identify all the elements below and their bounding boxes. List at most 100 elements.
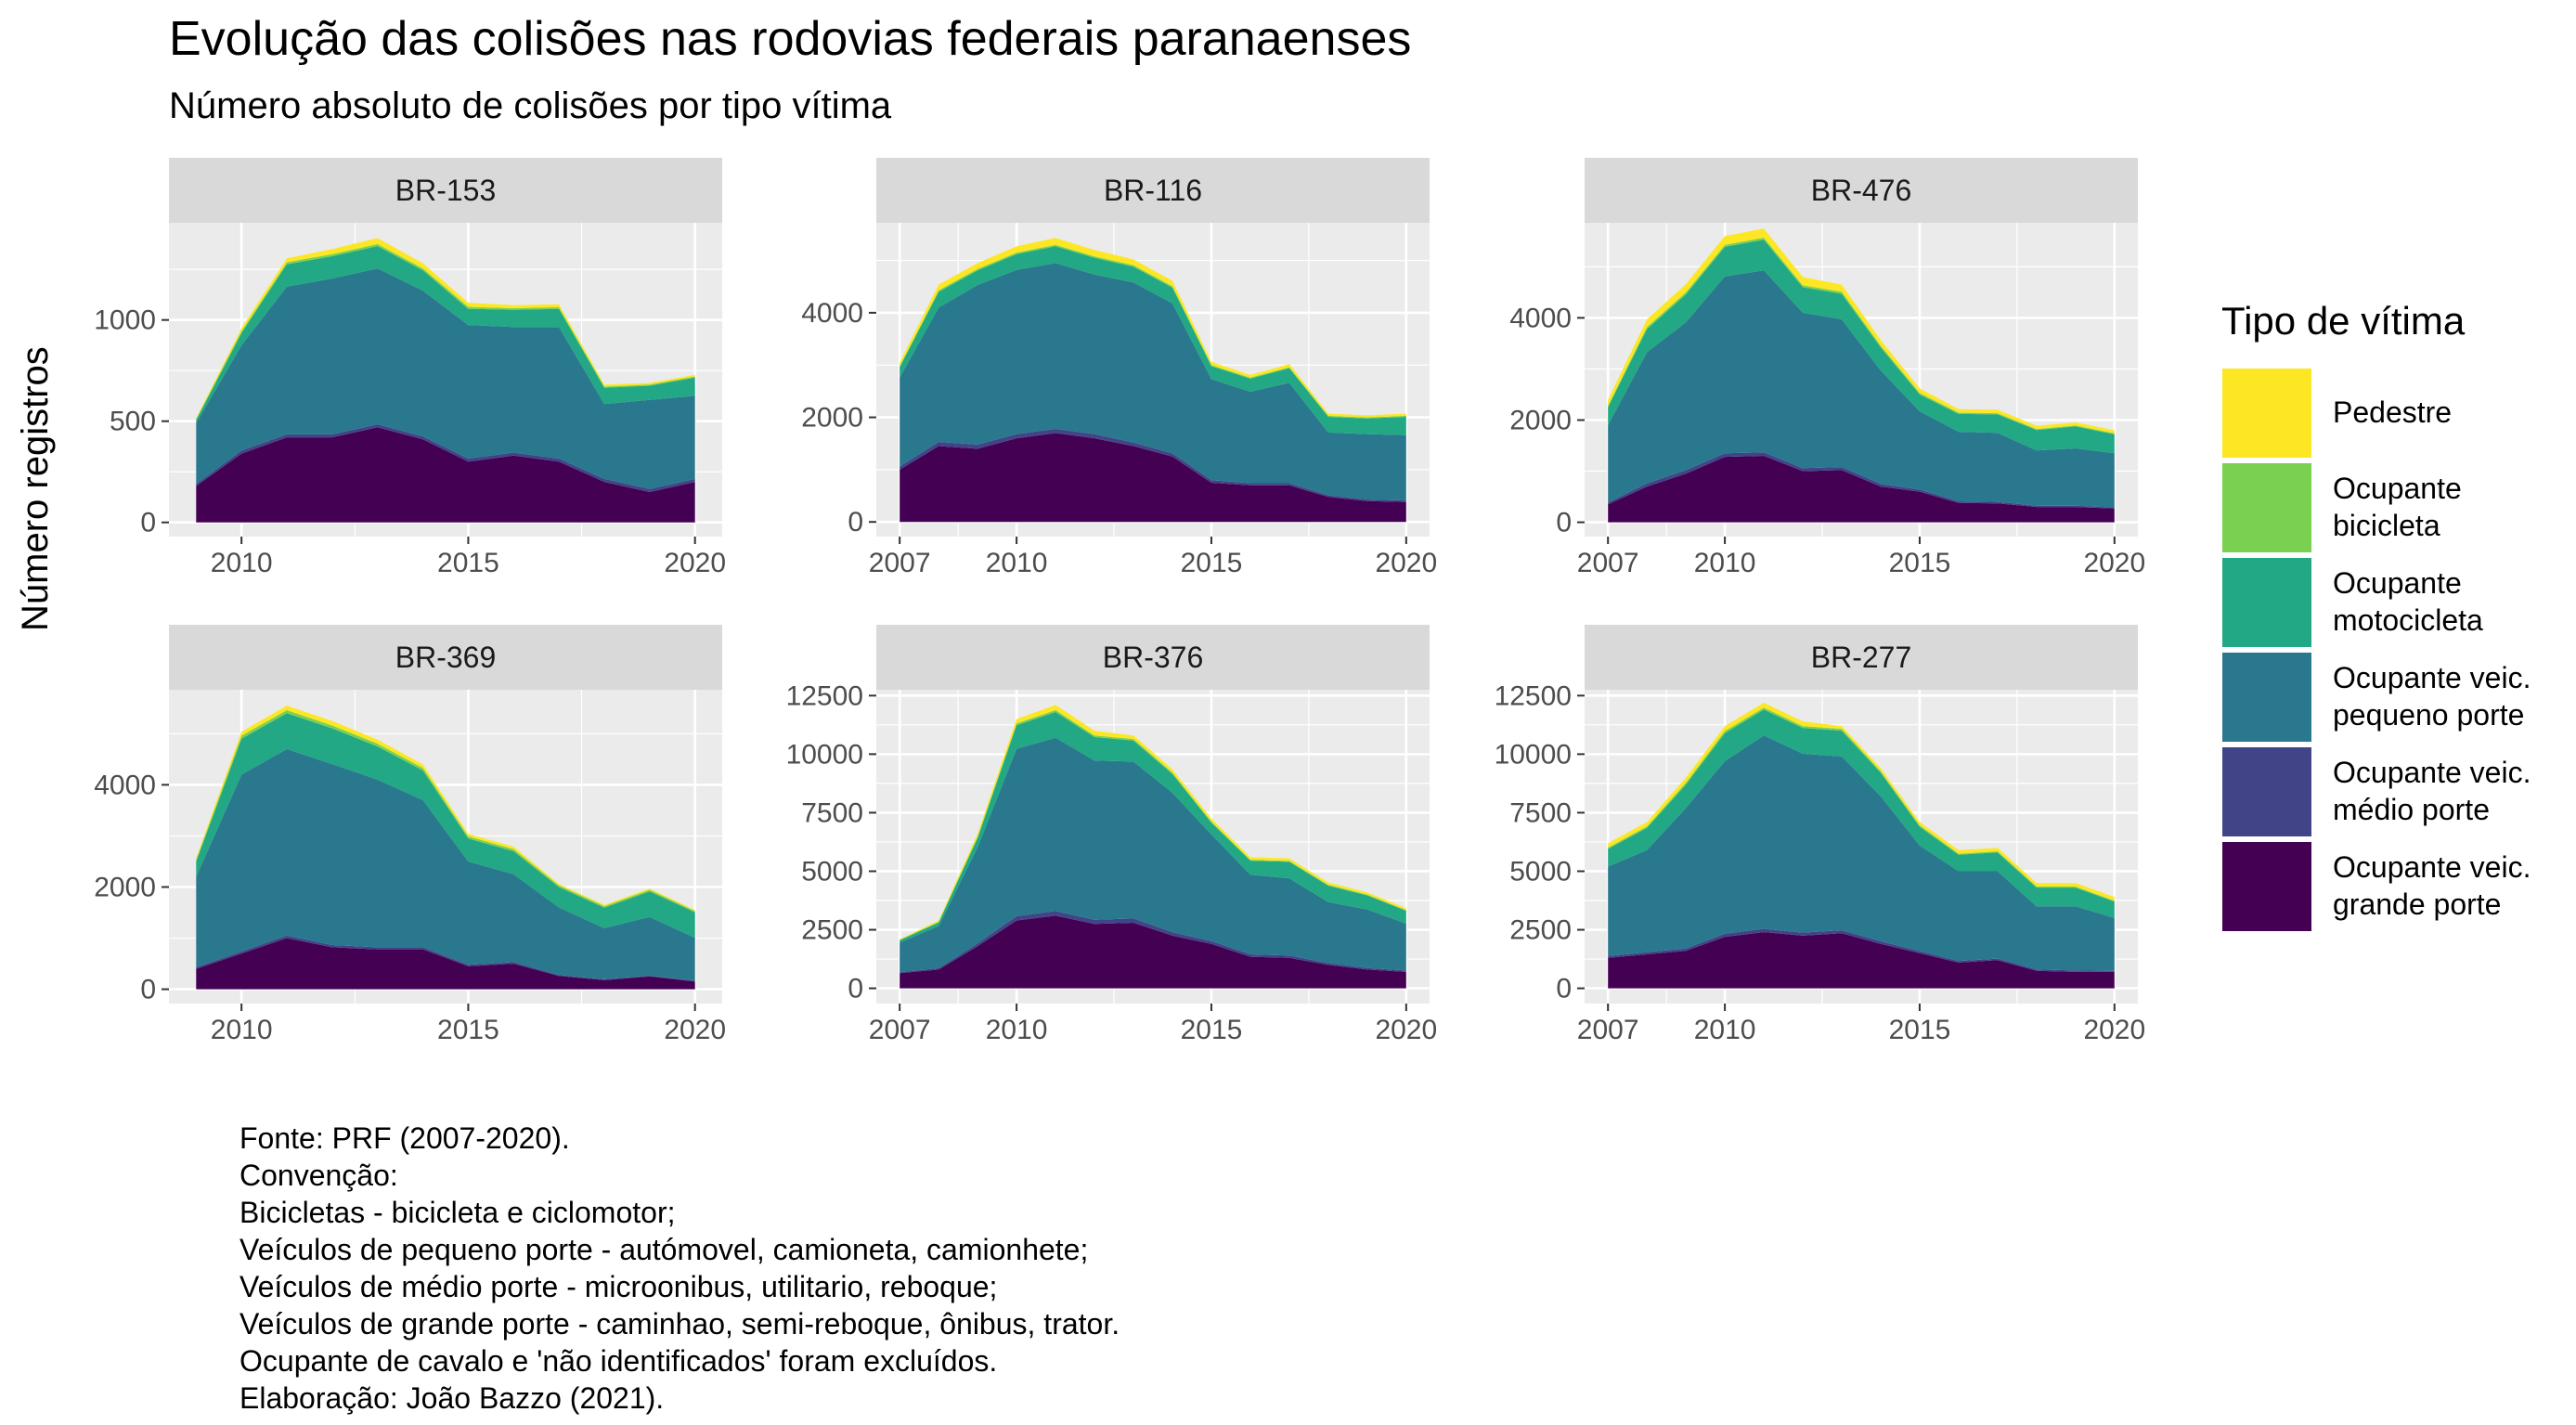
legend-label: Ocupante veic. grande porte — [2333, 850, 2531, 921]
y-tick-label: 5000 — [1509, 856, 1572, 887]
area-series — [1608, 932, 2115, 989]
y-tick-label: 10000 — [1495, 739, 1572, 770]
x-tick-label: 2015 — [1181, 548, 1243, 578]
x-tick-label: 2007 — [869, 1015, 931, 1045]
x-tick-label: 2010 — [211, 1015, 273, 1045]
area-series — [900, 246, 1406, 435]
x-tick-label: 2020 — [2083, 1015, 2145, 1045]
area-series — [1608, 928, 2115, 972]
area-series — [900, 429, 1406, 502]
area-series — [196, 938, 695, 990]
legend-key — [2221, 368, 2312, 459]
area-series — [196, 713, 695, 939]
area-series — [900, 238, 1406, 418]
legend-key — [2221, 746, 2312, 837]
caption-line: Veículos de médio porte - microonibus, u… — [239, 1270, 998, 1303]
facet-strip — [876, 625, 1430, 690]
facet-strip-label: BR-376 — [1103, 641, 1204, 674]
legend-label: Ocupante veic. pequeno porte — [2333, 661, 2531, 732]
area-series — [1608, 702, 2115, 901]
legend-item-pedestre: Pedestre — [2221, 368, 2576, 459]
legend-label: Ocupante bicicleta — [2333, 472, 2462, 542]
x-tick-label: 2007 — [1577, 1015, 1639, 1045]
x-tick-label: 2015 — [437, 548, 499, 578]
legend-title: Tipo de vítima — [2221, 299, 2466, 343]
facet-strip — [1585, 158, 2138, 223]
area-series — [1608, 709, 2115, 918]
legend-key — [2221, 462, 2312, 553]
x-tick-label: 2007 — [1577, 548, 1639, 578]
legend-item-pequeno-porte: Ocupante veic. pequeno porte — [2221, 652, 2576, 743]
area-series — [900, 433, 1406, 523]
legend-item-ocupante-motocicleta: Ocupante motocicleta — [2221, 557, 2576, 648]
area-series — [196, 427, 695, 523]
y-tick-label: 2000 — [1509, 405, 1572, 435]
area-series — [196, 268, 695, 489]
x-tick-label: 2020 — [1375, 1015, 1437, 1045]
area-series — [196, 706, 695, 912]
facet-strip — [876, 158, 1430, 223]
y-tick-label: 500 — [110, 407, 156, 437]
area-series — [196, 748, 695, 981]
x-tick-label: 2020 — [2083, 548, 2145, 578]
y-tick-label: 0 — [848, 974, 863, 1004]
facet-strip — [169, 625, 722, 690]
chart-subtitle: Número absoluto de colisões por tipo vít… — [169, 85, 892, 126]
area-series — [900, 911, 1406, 974]
x-tick-label: 2020 — [1375, 548, 1437, 578]
y-tick-label: 2500 — [1509, 915, 1572, 946]
x-tick-label: 2007 — [869, 548, 931, 578]
legend-key — [2221, 557, 2312, 648]
area-series — [900, 712, 1406, 943]
legend-item-grande-porte: Ocupante veic. grande porte — [2221, 841, 2576, 932]
y-tick-label: 10000 — [786, 739, 863, 770]
y-tick-label: 0 — [848, 507, 863, 538]
legend-item-medio-porte: Ocupante veic. médio porte — [2221, 746, 2576, 837]
x-tick-label: 2010 — [986, 1015, 1048, 1045]
facet-strip — [169, 158, 722, 223]
area-series — [900, 709, 1406, 940]
x-tick-label: 2015 — [1889, 548, 1951, 578]
caption-line: Elaboração: João Bazzo (2021). — [239, 1381, 665, 1415]
y-tick-label: 2000 — [801, 403, 863, 434]
x-tick-label: 2010 — [1694, 1015, 1756, 1045]
y-tick-label: 4000 — [801, 298, 863, 329]
y-tick-label: 0 — [1556, 508, 1572, 538]
caption-line: Veículos de grande porte - caminhao, sem… — [239, 1307, 1120, 1341]
caption: Fonte: PRF (2007-2020). Convenção: Bicic… — [239, 1120, 1120, 1417]
area-series — [196, 710, 695, 913]
y-tick-label: 5000 — [801, 856, 863, 887]
facet-strip-label: BR-476 — [1811, 174, 1912, 207]
legend-label: Pedestre — [2333, 395, 2453, 429]
area-series — [900, 263, 1406, 501]
legend-item-ocupante-bicicleta: Ocupante bicicleta — [2221, 462, 2576, 553]
y-tick-label: 7500 — [1509, 797, 1572, 828]
area-series — [1608, 735, 2115, 971]
legend-label: Ocupante motocicleta — [2333, 566, 2483, 637]
x-tick-label: 2010 — [986, 548, 1048, 578]
y-tick-label: 7500 — [801, 797, 863, 828]
x-tick-label: 2010 — [211, 548, 273, 578]
legend-key — [2221, 841, 2312, 932]
chart-title: Evolução das colisões nas rodovias feder… — [169, 12, 1412, 66]
caption-line: Ocupante de cavalo e 'não identificados'… — [239, 1344, 998, 1378]
y-tick-label: 1000 — [94, 305, 156, 336]
y-tick-label: 12500 — [1495, 680, 1572, 711]
y-tick-label: 12500 — [786, 680, 863, 711]
caption-line: Fonte: PRF (2007-2020). — [239, 1121, 570, 1155]
x-tick-label: 2015 — [1181, 1015, 1243, 1045]
x-tick-label: 2020 — [664, 1015, 726, 1045]
caption-line: Veículos de pequeno porte - autómovel, c… — [239, 1233, 1089, 1266]
caption-line: Bicicletas - bicicleta e ciclomotor; — [239, 1196, 676, 1229]
legend-label: Ocupante veic. médio porte — [2333, 756, 2531, 826]
y-tick-label: 2000 — [94, 872, 156, 902]
area-series — [1608, 270, 2115, 508]
area-series — [1608, 240, 2115, 454]
facet-strip-label: BR-277 — [1811, 641, 1912, 674]
facet-strip-label: BR-153 — [395, 174, 497, 207]
y-tick-label: 0 — [140, 975, 156, 1005]
x-tick-label: 2010 — [1694, 548, 1756, 578]
facet-strip-label: BR-369 — [395, 641, 497, 674]
facet-strip — [1585, 625, 2138, 690]
